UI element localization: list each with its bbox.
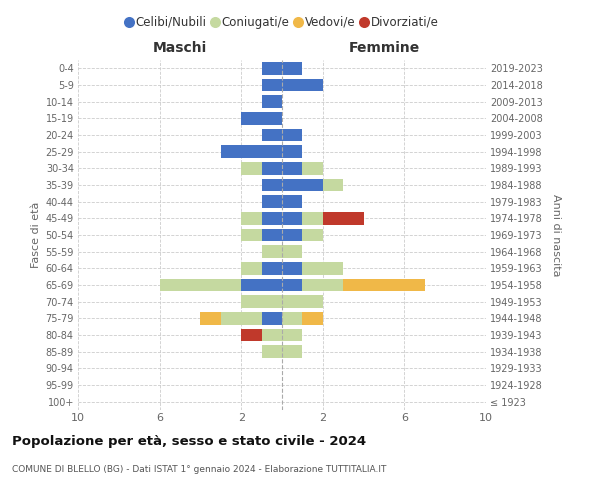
Bar xyxy=(241,262,262,274)
Bar xyxy=(262,329,282,341)
Bar xyxy=(200,312,221,324)
Bar xyxy=(282,279,302,291)
Bar xyxy=(262,62,282,74)
Legend: Celibi/Nubili, Coniugati/e, Vedovi/e, Divorziati/e: Celibi/Nubili, Coniugati/e, Vedovi/e, Di… xyxy=(121,11,443,34)
Bar xyxy=(262,179,282,192)
Bar xyxy=(302,279,343,291)
Bar xyxy=(262,346,282,358)
Bar xyxy=(241,279,282,291)
Y-axis label: Anni di nascita: Anni di nascita xyxy=(551,194,562,276)
Bar xyxy=(262,96,282,108)
Bar xyxy=(282,62,302,74)
Bar xyxy=(282,229,302,241)
Bar xyxy=(262,212,282,224)
Bar xyxy=(282,179,323,192)
Bar xyxy=(323,179,343,192)
Bar xyxy=(262,246,282,258)
Bar xyxy=(282,162,302,174)
Bar xyxy=(282,262,302,274)
Bar xyxy=(262,262,282,274)
Bar xyxy=(282,146,302,158)
Bar xyxy=(302,229,323,241)
Bar xyxy=(262,79,282,92)
Text: COMUNE DI BLELLO (BG) - Dati ISTAT 1° gennaio 2024 - Elaborazione TUTTITALIA.IT: COMUNE DI BLELLO (BG) - Dati ISTAT 1° ge… xyxy=(12,465,386,474)
Bar xyxy=(302,262,343,274)
Bar xyxy=(241,212,262,224)
Bar xyxy=(282,212,302,224)
Bar xyxy=(241,162,262,174)
Bar xyxy=(262,312,282,324)
Bar xyxy=(302,162,323,174)
Bar xyxy=(221,312,262,324)
Bar xyxy=(282,296,323,308)
Bar xyxy=(302,312,323,324)
Text: Popolazione per età, sesso e stato civile - 2024: Popolazione per età, sesso e stato civil… xyxy=(12,435,366,448)
Y-axis label: Fasce di età: Fasce di età xyxy=(31,202,41,268)
Bar xyxy=(262,229,282,241)
Bar xyxy=(282,346,302,358)
Bar xyxy=(241,329,262,341)
Bar xyxy=(323,212,364,224)
Bar xyxy=(221,146,282,158)
Bar xyxy=(160,279,241,291)
Bar xyxy=(282,329,302,341)
Bar xyxy=(262,162,282,174)
Bar xyxy=(241,112,282,124)
Bar xyxy=(302,212,323,224)
Bar xyxy=(262,196,282,208)
Bar xyxy=(241,229,262,241)
Bar xyxy=(282,196,302,208)
Text: Femmine: Femmine xyxy=(349,41,419,55)
Bar xyxy=(343,279,425,291)
Bar xyxy=(262,129,282,141)
Bar xyxy=(282,129,302,141)
Text: Maschi: Maschi xyxy=(153,41,207,55)
Bar xyxy=(282,312,302,324)
Bar xyxy=(282,79,323,92)
Bar xyxy=(241,296,282,308)
Bar xyxy=(282,246,302,258)
